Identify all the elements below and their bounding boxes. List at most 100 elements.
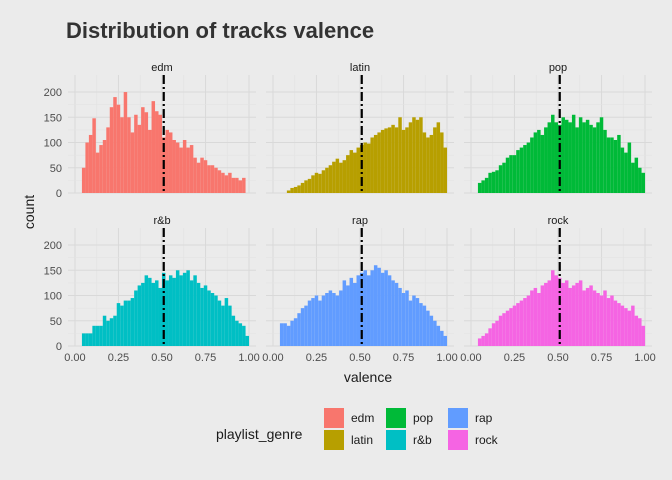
histogram-bar	[300, 308, 305, 346]
histogram-bar	[245, 335, 250, 346]
histogram-bar	[634, 157, 639, 193]
histogram-bar	[491, 171, 496, 193]
histogram-bar	[116, 303, 121, 346]
histogram-bar	[179, 147, 183, 193]
histogram-bar	[137, 285, 142, 346]
legend-label: r&b	[413, 433, 432, 447]
histogram-bar	[516, 150, 520, 193]
histogram-bar	[488, 328, 492, 346]
histogram-bar	[210, 165, 215, 193]
legend-label: latin	[351, 433, 373, 447]
histogram-bar	[332, 293, 336, 346]
histogram-bar	[571, 114, 576, 193]
histogram-bar	[592, 127, 597, 193]
histogram-bar	[419, 117, 423, 193]
histogram-bar	[113, 97, 117, 193]
facet-panel-latin: latin	[266, 62, 454, 194]
histogram-bar	[224, 298, 229, 346]
histogram-bar	[610, 137, 614, 193]
histogram-bar	[484, 177, 489, 193]
histogram-bar	[443, 335, 448, 346]
histogram-bar	[429, 134, 434, 193]
histogram-bar	[127, 117, 131, 193]
histogram-bar	[533, 287, 538, 346]
histogram-bar	[505, 157, 510, 193]
histogram-bar	[346, 285, 350, 346]
histogram-bar	[585, 119, 590, 193]
histogram-bar	[624, 152, 628, 193]
histogram-bar	[186, 147, 190, 193]
histogram-bar	[290, 320, 294, 346]
histogram-bar	[596, 122, 600, 193]
histogram-bar	[95, 325, 100, 346]
legend-key	[386, 430, 406, 450]
histogram-bar	[533, 132, 538, 193]
histogram-bar	[321, 170, 326, 193]
histogram-bar	[106, 127, 110, 193]
histogram-bar	[130, 132, 135, 193]
histogram-bar	[589, 124, 593, 193]
histogram-bar	[325, 293, 329, 346]
histogram-bar	[631, 162, 635, 193]
histogram-bar	[561, 282, 565, 346]
histogram-bar	[481, 180, 485, 193]
y-tick-label: 100	[44, 291, 62, 303]
legend-key	[448, 430, 468, 450]
histogram-bar	[360, 145, 364, 193]
histogram-bar	[335, 158, 340, 193]
histogram-bar	[373, 134, 378, 193]
y-tick-label: 50	[50, 163, 62, 175]
y-tick-label: 50	[50, 316, 62, 328]
histogram-bar	[283, 323, 287, 346]
histogram-bar	[422, 132, 427, 193]
x-tick-label: 0.00	[262, 352, 283, 364]
histogram-bar	[193, 275, 197, 346]
histogram-bar	[624, 308, 628, 346]
histogram-bar	[394, 282, 399, 346]
histogram-bar	[380, 129, 385, 193]
x-tick-label: 0.75	[591, 352, 612, 364]
histogram-bar	[207, 290, 211, 346]
histogram-bar	[242, 325, 246, 346]
histogram-bar	[172, 140, 176, 193]
histogram-bar	[419, 303, 423, 346]
histogram-bar	[148, 277, 152, 346]
y-tick-label: 150	[44, 112, 62, 124]
y-tick-label: 100	[44, 138, 62, 150]
histogram-bar	[349, 150, 354, 193]
histogram-bar	[558, 277, 562, 346]
histogram-bar	[571, 285, 576, 346]
histogram-bar	[544, 127, 548, 193]
histogram-bar	[394, 127, 399, 193]
histogram-bar	[238, 180, 243, 193]
legend-label: rap	[475, 411, 493, 425]
legend-key	[324, 408, 344, 428]
histogram-bar	[99, 145, 103, 193]
histogram-bar	[523, 145, 527, 193]
histogram-bar	[575, 282, 579, 346]
histogram-bar	[512, 155, 517, 193]
histogram-bar	[516, 303, 520, 346]
histogram-bar	[568, 287, 572, 346]
histogram-bar	[509, 308, 513, 346]
histogram-bar	[440, 330, 444, 346]
histogram-bar	[349, 277, 354, 346]
histogram-bar	[641, 325, 646, 346]
histogram-bar	[279, 323, 284, 346]
histogram-bar	[221, 305, 225, 346]
legend-item-rap: rap	[448, 408, 493, 428]
histogram-bar	[106, 320, 110, 346]
histogram-bar	[113, 315, 117, 346]
histogram-bar	[81, 333, 86, 346]
histogram-bar	[102, 315, 107, 346]
histogram-bar	[200, 287, 204, 346]
histogram-bar	[286, 190, 291, 193]
legend-label: pop	[413, 411, 433, 425]
histogram-bar	[603, 129, 607, 193]
histogram-bar	[109, 107, 114, 193]
histogram-bar	[144, 275, 149, 346]
histogram-bar	[102, 140, 107, 193]
histogram-bar	[297, 185, 301, 193]
histogram-bar	[304, 305, 308, 346]
facet-strip-label: edm	[151, 62, 172, 74]
